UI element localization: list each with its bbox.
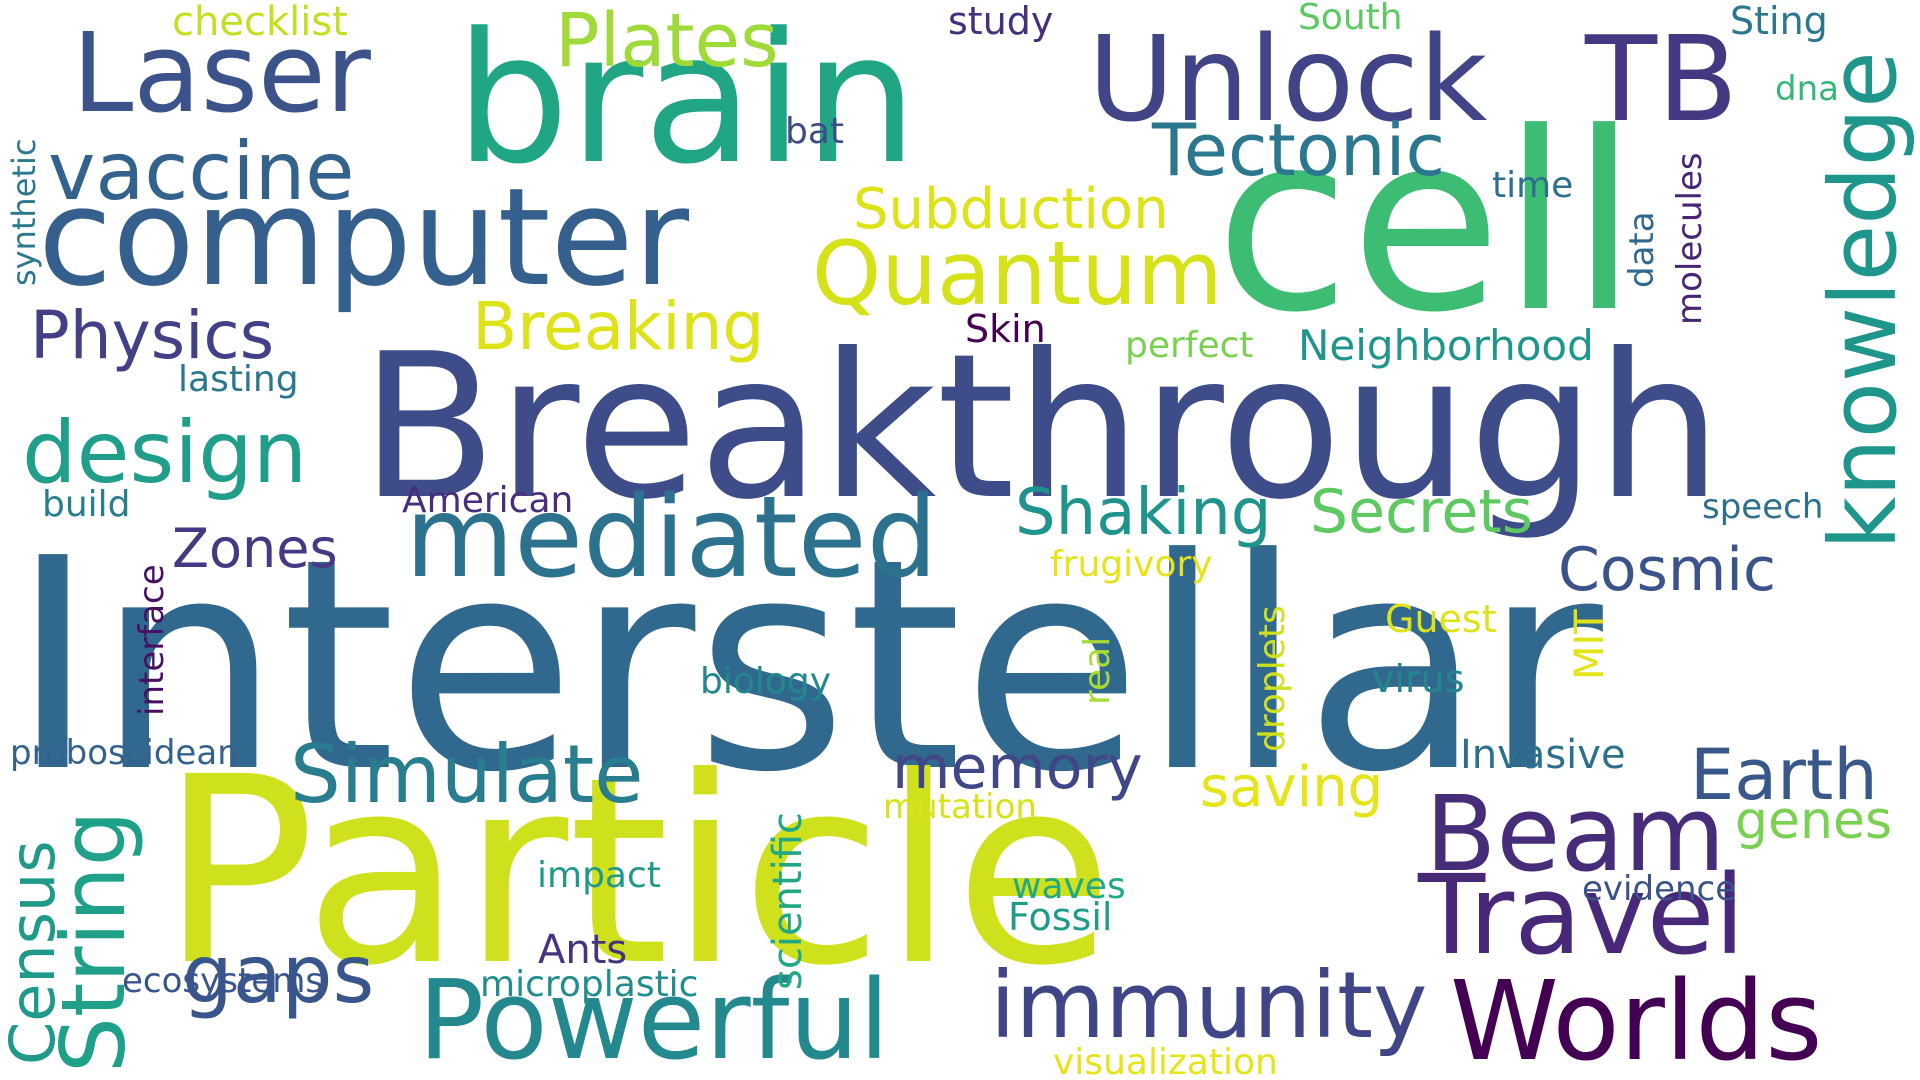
- word-ecosystems: ecosystems: [122, 961, 324, 1001]
- word-data: data: [1622, 211, 1662, 288]
- word-powerful: Powerful: [418, 956, 890, 1080]
- word-unlock: Unlock: [1088, 10, 1488, 148]
- word-checklist: checklist: [172, 0, 348, 45]
- word-earth: Earth: [1690, 734, 1878, 816]
- word-worlds: Worlds: [1450, 957, 1823, 1080]
- word-evidence: evidence: [1582, 869, 1737, 909]
- word-cosmic: Cosmic: [1558, 535, 1776, 605]
- word-tb: TB: [1585, 10, 1739, 148]
- word-particle: Particle: [160, 722, 1114, 1022]
- word-biology: biology: [700, 661, 832, 702]
- word-knowledge: knowledge: [1810, 51, 1917, 550]
- word-subduction: Subduction: [853, 177, 1169, 242]
- word-american: American: [402, 480, 574, 521]
- word-scientific: scientific: [765, 812, 811, 990]
- word-breakthrough: Breakthrough: [360, 311, 1723, 544]
- word-guest: Guest: [1385, 597, 1497, 641]
- word-computer: computer: [38, 159, 690, 316]
- word-skin: Skin: [965, 307, 1046, 351]
- word-shaking: Shaking: [1015, 476, 1272, 550]
- word-impact: impact: [537, 855, 661, 896]
- word-proboscidean: proboscidean: [10, 733, 239, 773]
- word-immunity: immunity: [990, 952, 1428, 1059]
- word-mutation: mutation: [883, 787, 1037, 827]
- word-brain: brain: [455, 0, 918, 204]
- word-simulate: Simulate: [290, 728, 644, 821]
- word-virus: virus: [1372, 657, 1465, 701]
- word-molecules: molecules: [1670, 152, 1710, 325]
- word-perfect: perfect: [1125, 325, 1254, 366]
- word-sting: Sting: [1730, 0, 1828, 43]
- word-memory: memory: [892, 733, 1143, 803]
- word-frugivory: frugivory: [1050, 544, 1213, 585]
- word-cell: cell: [1215, 81, 1639, 367]
- word-census: Census: [0, 840, 69, 1065]
- word-ants: Ants: [538, 927, 628, 973]
- word-speech: speech: [1702, 487, 1824, 527]
- word-design: design: [22, 403, 308, 503]
- word-study: study: [948, 0, 1054, 43]
- word-saving: saving: [1200, 755, 1384, 820]
- word-tectonic: Tectonic: [1152, 108, 1446, 192]
- word-secrets: Secrets: [1310, 477, 1534, 547]
- word-microplastic: microplastic: [480, 964, 699, 1005]
- word-waves: waves: [1012, 866, 1126, 907]
- word-build: build: [42, 484, 131, 525]
- word-synthetic: synthetic: [5, 138, 43, 286]
- word-visualization: visualization: [1053, 1042, 1278, 1080]
- word-zones: Zones: [172, 517, 338, 580]
- word-fossil: Fossil: [1008, 895, 1113, 939]
- word-droplets: droplets: [1252, 605, 1293, 752]
- word-interface: interface: [132, 564, 172, 716]
- word-south: South: [1298, 0, 1403, 38]
- word-dna: dna: [1775, 69, 1839, 109]
- word-quantum: Quantum: [812, 222, 1223, 325]
- word-mediated: mediated: [405, 473, 938, 603]
- word-mit: MIT: [1567, 609, 1613, 680]
- word-travel: Travel: [1418, 851, 1745, 979]
- word-lasting: lasting: [178, 359, 299, 400]
- word-gaps: gaps: [182, 928, 375, 1021]
- word-time: time: [1492, 165, 1574, 206]
- word-neighborhood: Neighborhood: [1298, 321, 1594, 370]
- word-vaccine: vaccine: [48, 125, 355, 218]
- word-breaking: Breaking: [472, 288, 765, 365]
- word-interstellar: Interstellar: [10, 496, 1603, 836]
- word-invasive: Invasive: [1460, 732, 1626, 778]
- word-bat: bat: [785, 111, 845, 152]
- word-laser: Laser: [72, 9, 371, 137]
- word-real: real: [1077, 636, 1118, 705]
- word-genes: genes: [1735, 791, 1893, 851]
- word-beam: Beam: [1425, 773, 1726, 895]
- word-plates: Plates: [555, 0, 779, 84]
- word-physics: Physics: [30, 297, 275, 374]
